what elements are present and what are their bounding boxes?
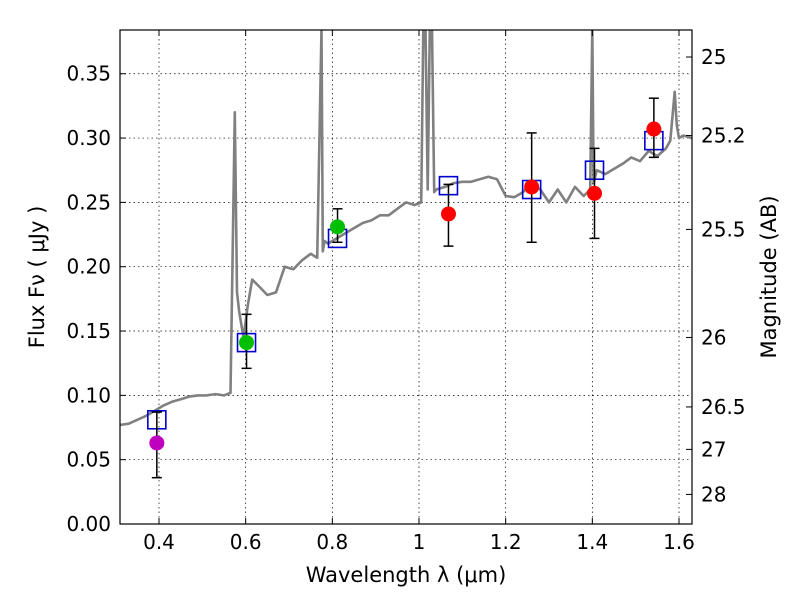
magnitude-tick-label: 25.2 (701, 123, 746, 147)
y-tick-label: 0.10 (66, 383, 111, 407)
plot-frame (119, 29, 693, 525)
observed-flux-point (440, 206, 456, 222)
y-tick-label: 0.00 (66, 512, 111, 536)
y-tick-label: 0.15 (66, 319, 111, 343)
magnitude-tick-label: 26.5 (701, 395, 746, 419)
x-tick-label: 1.6 (663, 530, 695, 554)
observed-flux-point (239, 335, 255, 351)
x-axis-label: Wavelength λ (μm) (306, 563, 507, 587)
spectrum-layer (120, 30, 692, 427)
magnitude-tick-label: 26 (701, 325, 726, 349)
y-axis-ticks: 0.00 0.05 0.10 0.15 0.20 0.25 0.30 0.35 (66, 62, 126, 536)
y-tick-label: 0.05 (66, 448, 111, 472)
magnitude-axis-ticks: 25 25.2 25.5 26 26.5 27 28 (686, 45, 746, 506)
observed-flux-point (646, 121, 662, 137)
observed-flux-point (524, 179, 540, 195)
y-axis-label: Flux Fν ( μJy ) (25, 206, 49, 349)
x-tick-label: 0.6 (230, 530, 262, 554)
x-tick-label: 1 (413, 530, 426, 554)
magnitude-axis-label: Magnitude (AB) (757, 195, 781, 358)
model-spectrum-line (120, 30, 692, 427)
y-tick-label: 0.35 (66, 62, 111, 86)
y-tick-label: 0.20 (66, 255, 111, 279)
x-axis-ticks: 0.4 0.6 0.8 1 1.2 1.4 1.6 (143, 30, 695, 554)
x-tick-label: 1.4 (576, 530, 608, 554)
x-tick-label: 1.2 (490, 530, 522, 554)
x-tick-label: 0.4 (143, 530, 175, 554)
points-layer (147, 97, 664, 479)
observed-flux-point (587, 185, 602, 201)
grid (120, 30, 692, 525)
magnitude-tick-label: 27 (701, 437, 726, 461)
magnitude-tick-label: 28 (701, 482, 726, 506)
observed-flux-point (149, 435, 165, 451)
y-tick-label: 0.25 (66, 190, 111, 214)
observed-flux-point (330, 219, 346, 235)
x-tick-label: 0.8 (316, 530, 348, 554)
magnitude-tick-label: 25.5 (701, 217, 746, 241)
y-tick-label: 0.30 (66, 126, 111, 150)
magnitude-tick-label: 25 (701, 45, 726, 69)
